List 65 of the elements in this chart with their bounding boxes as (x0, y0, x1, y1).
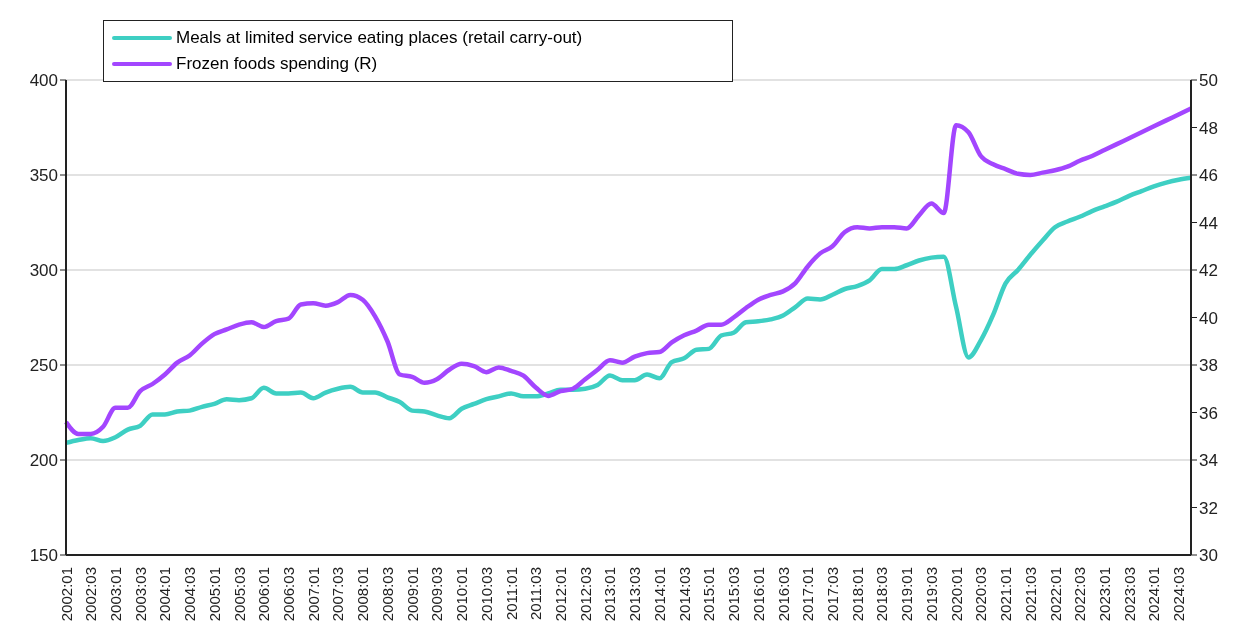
x-tick-label: 2022:01 (1046, 567, 1064, 622)
legend-label: Frozen foods spending (R) (176, 54, 378, 74)
x-tick-label: 2015:03 (725, 567, 743, 622)
x-tick-label: 2010:01 (453, 567, 471, 622)
y2-tick-label: 36 (1199, 403, 1218, 423)
y2-tick-label: 44 (1199, 213, 1218, 233)
x-tick-label: 2024:03 (1170, 567, 1188, 622)
y-tick-label: 300 (29, 261, 58, 281)
y-tick-label: 200 (29, 451, 58, 471)
y2-tick-label: 40 (1199, 308, 1218, 328)
x-tick-label: 2014:03 (675, 567, 693, 622)
x-tick-label: 2009:03 (428, 567, 446, 622)
x-tick-label: 2008:03 (378, 567, 396, 622)
x-tick-label: 2006:03 (280, 567, 298, 622)
x-tick-label: 2016:01 (749, 567, 767, 622)
x-tick-label: 2004:01 (156, 567, 174, 622)
y-tick-label: 250 (29, 356, 58, 376)
x-tick-label: 2021:01 (997, 567, 1015, 622)
x-tick-label: 2020:03 (972, 567, 990, 622)
x-tick-label: 2011:03 (527, 567, 545, 621)
x-tick-label: 2018:01 (848, 567, 866, 622)
x-tick-label: 2021:03 (1021, 567, 1039, 622)
y-tick-label: 150 (29, 546, 58, 566)
x-tick-label: 2019:01 (898, 567, 916, 622)
x-tick-label: 2011:01 (502, 567, 520, 621)
x-tick-label: 2003:01 (106, 567, 124, 622)
x-tick-label: 2006:01 (255, 567, 273, 622)
x-tick-label: 2013:03 (626, 567, 644, 622)
x-tick-label: 2022:03 (1071, 567, 1089, 622)
y2-tick-label: 48 (1199, 118, 1218, 138)
y-tick-label: 400 (29, 71, 58, 91)
x-tick-label: 2018:03 (873, 567, 891, 622)
x-tick-label: 2005:01 (205, 567, 223, 622)
x-tick-label: 2012:01 (552, 567, 570, 622)
x-tick-label: 2012:03 (576, 567, 594, 622)
x-tick-label: 2015:01 (700, 567, 718, 622)
y2-tick-label: 30 (1199, 546, 1218, 566)
y2-tick-label: 46 (1199, 166, 1218, 186)
y2-tick-label: 42 (1199, 261, 1218, 281)
x-tick-label: 2023:03 (1120, 567, 1138, 622)
x-tick-label: 2007:03 (329, 567, 347, 622)
x-tick-label: 2017:01 (799, 567, 817, 622)
x-tick-label: 2023:01 (1095, 567, 1113, 622)
x-tick-label: 2019:03 (922, 567, 940, 622)
x-tick-label: 2016:03 (774, 567, 792, 622)
y-tick-label: 350 (29, 166, 58, 186)
x-tick-label: 2004:03 (181, 567, 199, 622)
x-tick-label: 2024:01 (1145, 567, 1163, 622)
x-tick-label: 2017:03 (823, 567, 841, 622)
y2-tick-label: 50 (1199, 71, 1218, 91)
y2-tick-label: 34 (1199, 451, 1218, 471)
y2-tick-label: 32 (1199, 498, 1218, 518)
x-tick-label: 2009:01 (403, 567, 421, 622)
x-tick-label: 2007:01 (304, 567, 322, 622)
x-tick-label: 2014:01 (650, 567, 668, 622)
x-tick-label: 2005:03 (230, 567, 248, 622)
x-tick-label: 2003:03 (131, 567, 149, 622)
x-tick-label: 2008:01 (354, 567, 372, 622)
y2-tick-label: 38 (1199, 356, 1218, 376)
x-tick-label: 2002:01 (57, 567, 75, 622)
x-tick-label: 2010:03 (477, 567, 495, 622)
x-tick-label: 2002:03 (82, 567, 100, 622)
x-tick-label: 2020:01 (947, 567, 965, 622)
x-tick-label: 2013:01 (601, 567, 619, 622)
legend-label: Meals at limited service eating places (retail carry-out) (176, 28, 583, 48)
